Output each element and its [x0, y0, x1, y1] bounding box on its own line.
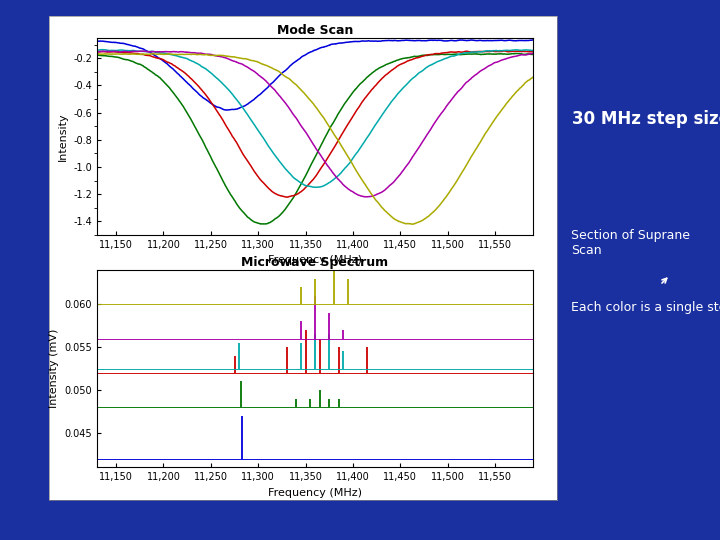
Y-axis label: Intensity (mV): Intensity (mV): [49, 329, 59, 408]
Text: 30 MHz step size: 30 MHz step size: [572, 110, 720, 128]
Text: Section of Suprane
Scan: Section of Suprane Scan: [571, 229, 690, 257]
X-axis label: Frequency (MHz): Frequency (MHz): [268, 255, 362, 265]
X-axis label: Frequency (MHz): Frequency (MHz): [268, 488, 362, 497]
Y-axis label: Intensity: Intensity: [58, 112, 68, 161]
Title: Mode Scan: Mode Scan: [276, 24, 354, 37]
Title: Microwave Spectrum: Microwave Spectrum: [241, 256, 389, 269]
Text: Each color is a single step: Each color is a single step: [571, 301, 720, 314]
